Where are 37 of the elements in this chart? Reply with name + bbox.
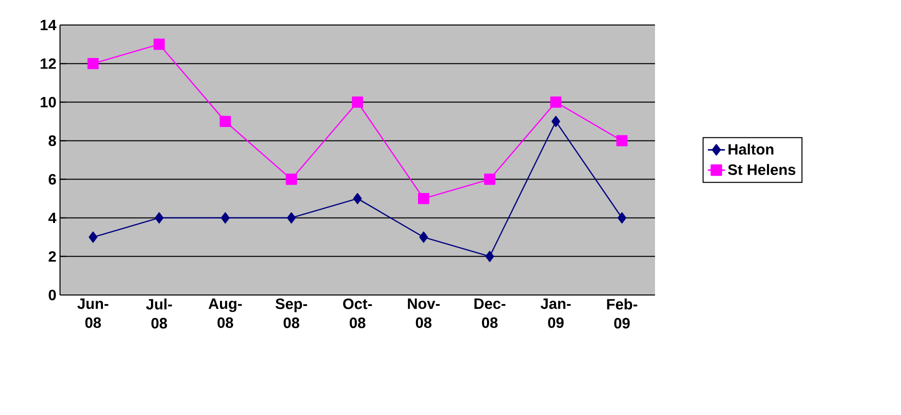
y-tick-label: 0 <box>48 290 56 300</box>
point <box>550 96 562 108</box>
point <box>154 212 164 224</box>
x-tick-label: Aug-08 <box>208 298 242 328</box>
legend-label: St Helens <box>728 164 796 175</box>
x-tick-label: Jan-09 <box>540 298 571 328</box>
y-tick-label: 14 <box>40 20 56 30</box>
x-tick-label: Jul-08 <box>146 298 172 329</box>
point <box>484 174 496 185</box>
x-tick-label: Dec-08 <box>474 298 506 328</box>
point <box>220 212 230 224</box>
x-tick-label: Feb-09 <box>607 298 638 329</box>
x-tick-label: Oct-08 <box>343 298 372 328</box>
y-tick-label: 8 <box>48 135 56 146</box>
point <box>154 38 165 50</box>
legend-label: Halton <box>728 144 774 155</box>
point <box>286 174 297 185</box>
point <box>418 192 430 204</box>
x-tick-label: Jun-08 <box>77 298 108 328</box>
point <box>616 135 628 146</box>
y-tick-label: 6 <box>48 174 56 185</box>
point <box>352 96 364 108</box>
point <box>87 58 99 70</box>
point <box>485 250 494 262</box>
point <box>353 192 362 204</box>
x-tick-label: Nov-08 <box>408 298 440 328</box>
point <box>220 116 231 128</box>
point <box>618 212 626 224</box>
y-tick-label: 10 <box>40 96 56 108</box>
point <box>419 232 428 243</box>
y-tick-label: 4 <box>48 212 56 224</box>
y-tick-label: 2 <box>48 251 56 262</box>
y-tick-label: 12 <box>40 58 56 69</box>
x-tick-label: Sep-08 <box>276 298 308 328</box>
point <box>287 212 296 224</box>
point <box>88 232 98 243</box>
point <box>551 116 560 128</box>
